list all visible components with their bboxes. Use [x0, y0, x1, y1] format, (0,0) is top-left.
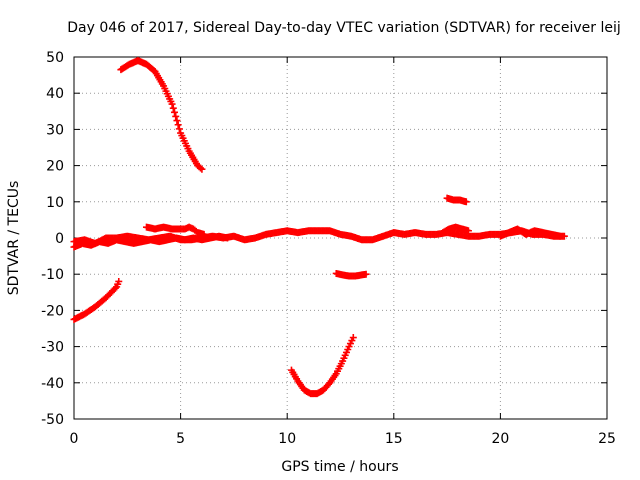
x-tick-label: 5: [176, 431, 185, 447]
y-axis-label: SDTVAR / TECUs: [6, 181, 22, 296]
y-tick-label: 40: [46, 86, 64, 102]
x-tick-label: 20: [491, 431, 509, 447]
chart-title: Day 046 of 2017, Sidereal Day-to-day VTE…: [67, 20, 621, 36]
y-tick-label: -20: [41, 303, 64, 319]
x-tick-label: 0: [70, 431, 79, 447]
data-point: [462, 198, 470, 206]
data-point: [196, 164, 204, 172]
data-point: [169, 104, 177, 112]
data-point: [175, 125, 183, 133]
data-point: [349, 334, 357, 342]
series-short-neg: [332, 269, 370, 280]
y-tick-label: -40: [41, 376, 64, 392]
series-late-wobble: [496, 225, 564, 240]
data-point: [171, 108, 179, 116]
x-tick-label: 10: [278, 431, 296, 447]
data-point: [174, 121, 182, 129]
y-tick-label: 50: [46, 50, 64, 66]
y-tick-label: 30: [46, 122, 64, 138]
x-axis-label: GPS time / hours: [281, 459, 398, 475]
data-point: [168, 100, 176, 108]
y-tick-label: -10: [41, 267, 64, 283]
data-points: [70, 57, 568, 398]
y-tick-label: 10: [46, 195, 64, 211]
data-point: [173, 117, 181, 125]
axis-ticks: 0 5 10 15 20 25 -50 -40 -30 -20 -10 0 10 20 30 40 50: [41, 50, 616, 447]
series-low-line: [70, 277, 123, 323]
y-tick-label: -30: [41, 340, 64, 356]
y-tick-label: 20: [46, 159, 64, 175]
series-high-arc: [117, 57, 206, 173]
series-late-high-a: [439, 223, 472, 237]
data-point: [172, 112, 180, 120]
data-point: [556, 232, 564, 240]
data-point: [464, 227, 472, 235]
data-point: [198, 165, 206, 173]
data-point: [224, 234, 232, 242]
y-tick-label: 0: [55, 231, 64, 247]
series-short-pos: [443, 194, 470, 206]
data-point: [200, 230, 208, 238]
series-trough: [287, 334, 357, 398]
data-point: [115, 277, 123, 285]
data-point: [362, 270, 370, 278]
series-baseline-b: [70, 232, 232, 251]
x-tick-label: 15: [385, 431, 403, 447]
series-arc-early: [142, 223, 208, 238]
y-tick-label: -50: [41, 412, 64, 428]
data-point: [111, 284, 119, 292]
x-tick-label: 25: [598, 431, 616, 447]
